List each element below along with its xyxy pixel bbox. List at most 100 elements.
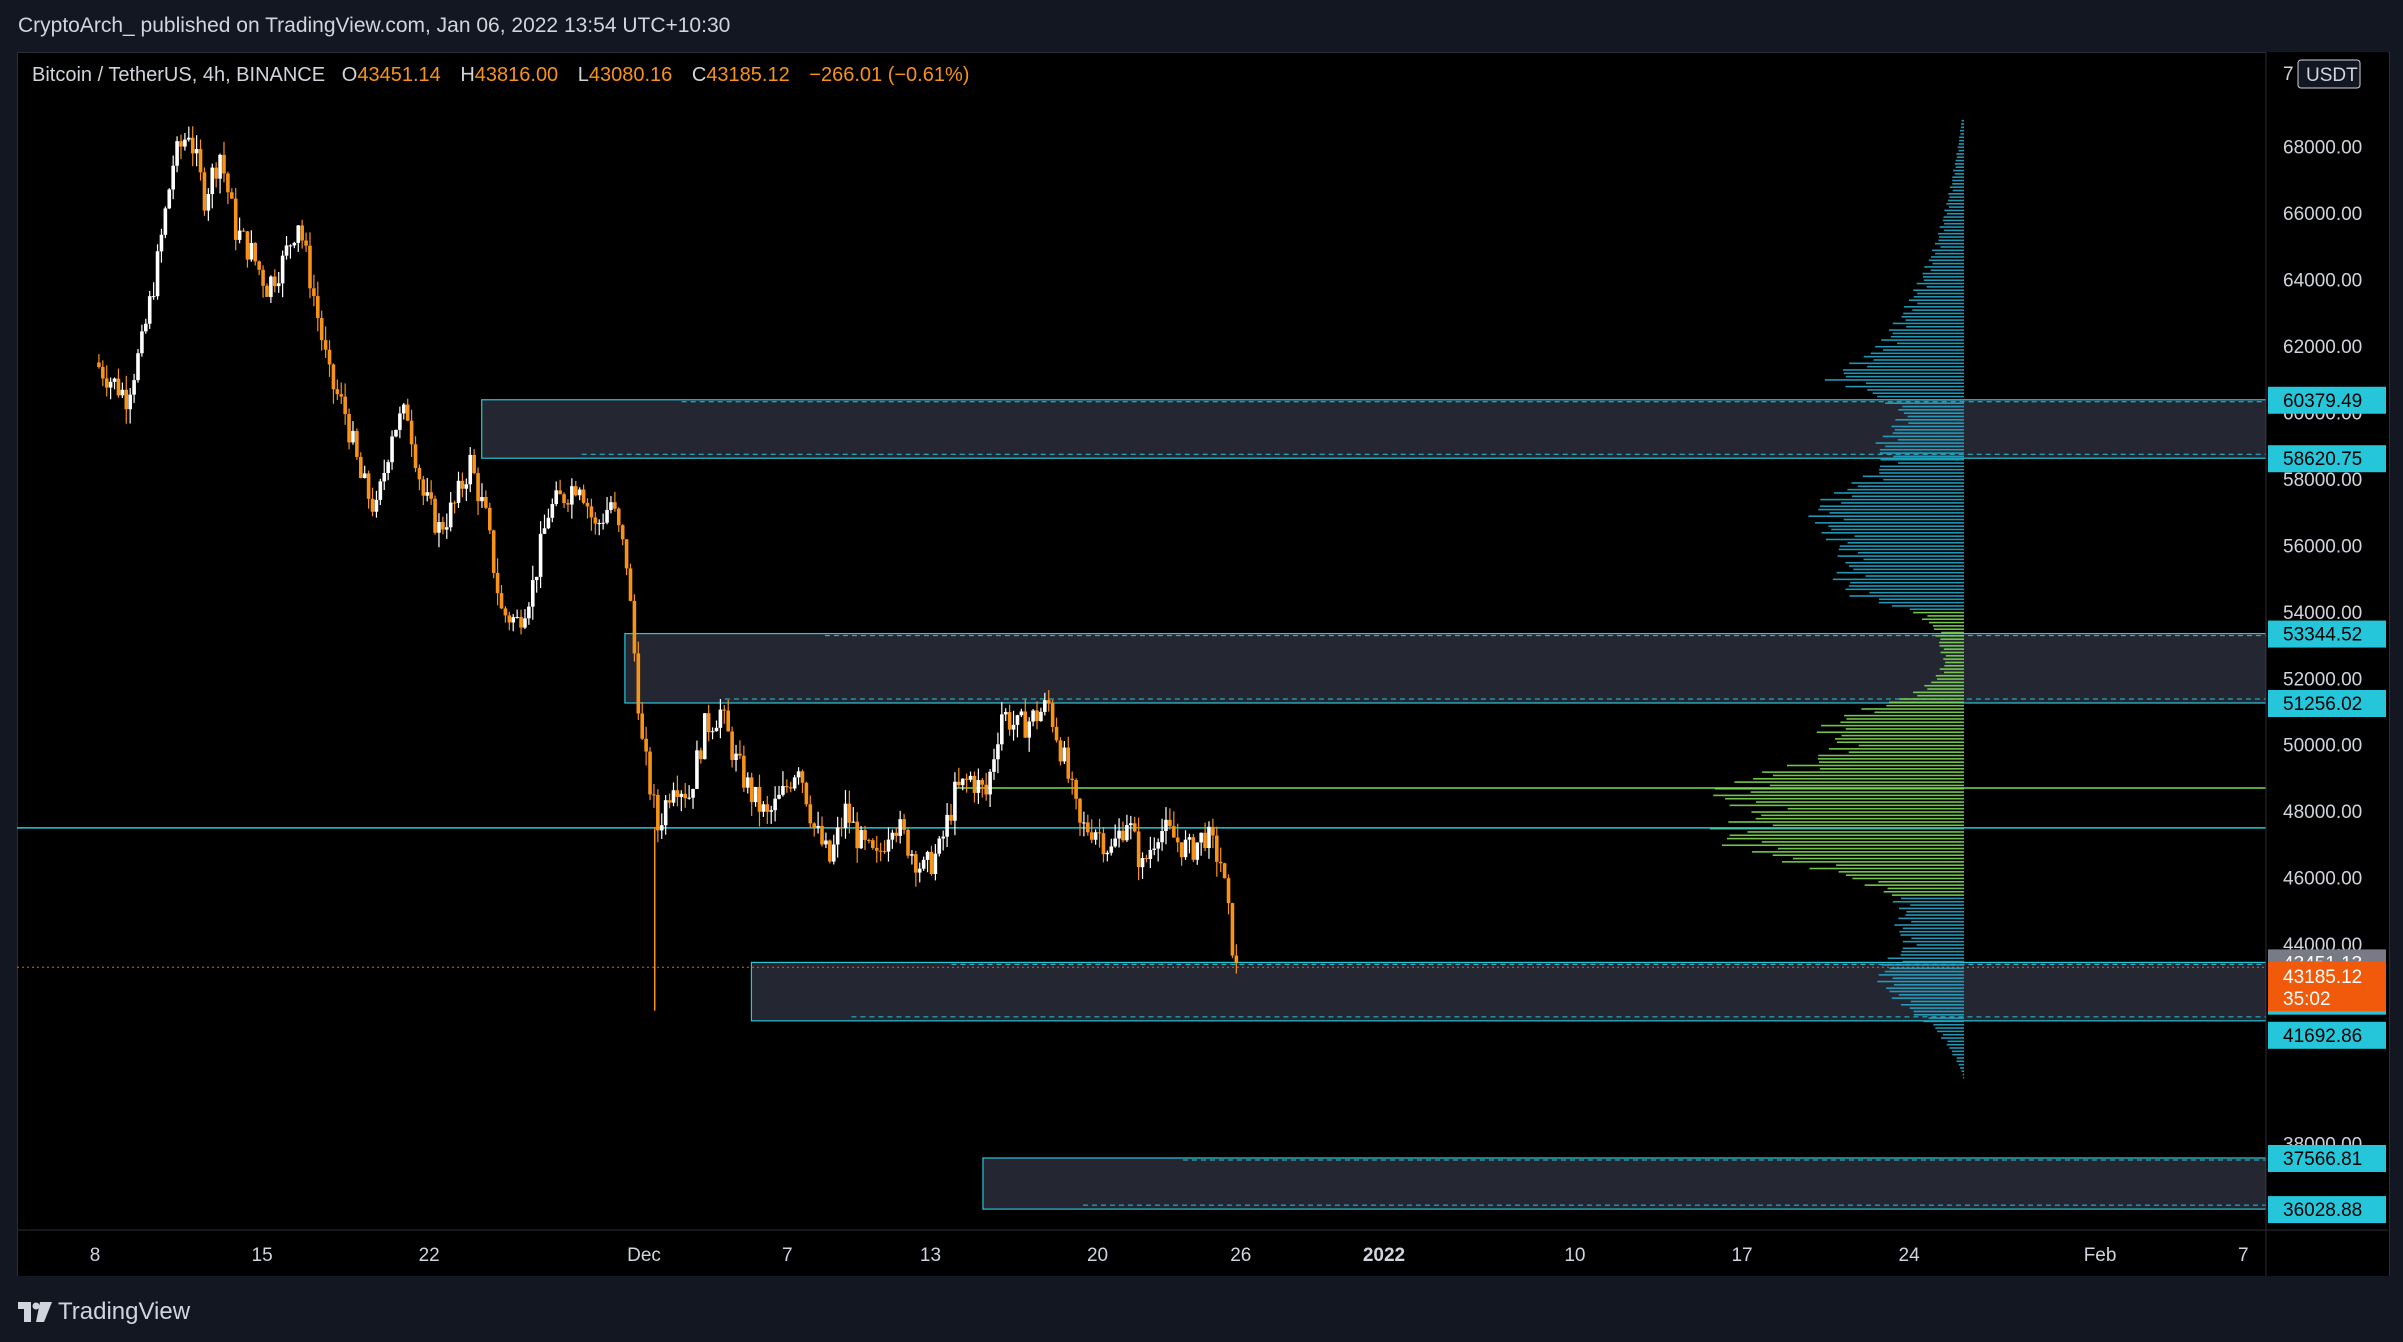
zone-1 xyxy=(624,632,2267,704)
candle-body xyxy=(1144,858,1149,860)
candle-body xyxy=(249,242,254,260)
volume-bar xyxy=(1844,714,1965,717)
candle-body xyxy=(245,231,250,260)
candle-body xyxy=(487,507,492,531)
time-tick-label: 26 xyxy=(1230,1245,1251,1266)
candle-body xyxy=(589,506,594,518)
volume-bar xyxy=(1909,1007,1965,1009)
volume-bar xyxy=(1809,867,1965,870)
candle-body xyxy=(1035,710,1039,722)
candle-body xyxy=(163,208,168,235)
candle-body xyxy=(671,790,676,803)
volume-bar xyxy=(1949,186,1965,188)
volume-bar xyxy=(1841,502,1965,504)
volume-bar xyxy=(1787,807,1965,810)
candle-body xyxy=(1211,826,1215,836)
candle-body xyxy=(648,751,652,795)
zone-bottom-tag-0: 58620.75 xyxy=(2283,449,2362,470)
candle-body xyxy=(1113,838,1117,847)
current-price-countdown: 35:02 xyxy=(2283,989,2331,1010)
candle-body xyxy=(839,827,844,829)
candle-body xyxy=(781,785,785,795)
volume-bar xyxy=(1928,259,1965,262)
volume-bar xyxy=(1808,515,1965,518)
volume-bar xyxy=(1944,222,1965,225)
candle-body xyxy=(507,615,512,623)
candle-body xyxy=(1101,833,1106,855)
tradingview-logo-icon xyxy=(18,1302,52,1322)
candle-body xyxy=(835,827,840,845)
volume-bar xyxy=(1839,545,1965,547)
candle-body xyxy=(468,454,473,485)
volume-bar xyxy=(1729,804,1965,807)
tradingview-logo[interactable]: TradingView xyxy=(18,1298,190,1326)
volume-bar xyxy=(1939,645,1965,647)
candle-body xyxy=(785,785,789,788)
price-tick-label: 56000.00 xyxy=(2283,536,2362,557)
candle-body xyxy=(1046,700,1051,704)
volume-bar xyxy=(1836,864,1965,866)
volume-bar xyxy=(1828,525,1965,527)
volume-bar xyxy=(1954,163,1965,165)
candle-body xyxy=(472,454,476,474)
volume-bar xyxy=(1874,711,1965,714)
candle-body xyxy=(515,616,519,618)
price-tick-label: 54000.00 xyxy=(2283,603,2362,624)
candle-body xyxy=(405,404,410,421)
candle-body xyxy=(1129,823,1133,826)
volume-bar xyxy=(1834,492,1965,494)
candle-body xyxy=(570,486,574,505)
candle-body xyxy=(566,503,570,505)
candle-body xyxy=(980,780,985,785)
volume-bar xyxy=(1948,193,1965,195)
volume-bar xyxy=(1899,907,1965,910)
candle-body xyxy=(343,396,347,415)
volume-bar xyxy=(1873,359,1965,361)
volume-bar xyxy=(1851,495,1965,498)
volume-bar xyxy=(1944,229,1965,232)
candle-body xyxy=(742,755,746,788)
candle-body xyxy=(734,753,738,760)
candle-body xyxy=(886,839,891,852)
volume-bar xyxy=(1958,143,1965,145)
volume-bar xyxy=(1878,974,1965,976)
volume-bar xyxy=(1883,478,1965,481)
volume-bar xyxy=(1943,648,1965,650)
volume-bar xyxy=(1880,458,1965,461)
candle-body xyxy=(120,389,125,396)
candle-body xyxy=(992,759,996,772)
candle-body xyxy=(753,786,758,803)
zone-2 xyxy=(750,961,2267,1022)
candle-body xyxy=(871,840,875,848)
volume-bar xyxy=(1885,402,1965,404)
candle-body xyxy=(656,794,660,831)
volume-bar xyxy=(1781,861,1965,863)
zone-top-tag-0-bg xyxy=(2268,386,2386,414)
volume-bar xyxy=(1886,704,1965,707)
volume-bar xyxy=(1913,289,1965,291)
candle-body xyxy=(828,840,832,862)
candle-body xyxy=(710,731,715,733)
zone-bottom-tag-2-bg xyxy=(2268,1021,2386,1049)
volume-bar xyxy=(1956,156,1965,159)
current-price-tag-bg xyxy=(2268,961,2386,1012)
volume-bar xyxy=(1941,631,1965,634)
volume-bar xyxy=(1843,518,1965,521)
volume-bar xyxy=(1817,758,1965,760)
volume-bar xyxy=(1879,452,1965,454)
candle-body xyxy=(1031,710,1035,722)
volume-bar xyxy=(1901,897,1965,900)
candle-body xyxy=(562,494,566,504)
candle-body xyxy=(421,479,426,496)
volume-bar xyxy=(1881,339,1965,341)
candle-body xyxy=(773,798,777,811)
candle-body xyxy=(699,750,703,760)
candle-body xyxy=(386,462,390,474)
candle-body xyxy=(1105,852,1110,855)
volume-bar xyxy=(1946,202,1965,205)
candle-body xyxy=(538,533,543,577)
candle-body xyxy=(984,784,988,795)
candle-body xyxy=(808,804,813,824)
volume-bar xyxy=(1865,575,1965,577)
